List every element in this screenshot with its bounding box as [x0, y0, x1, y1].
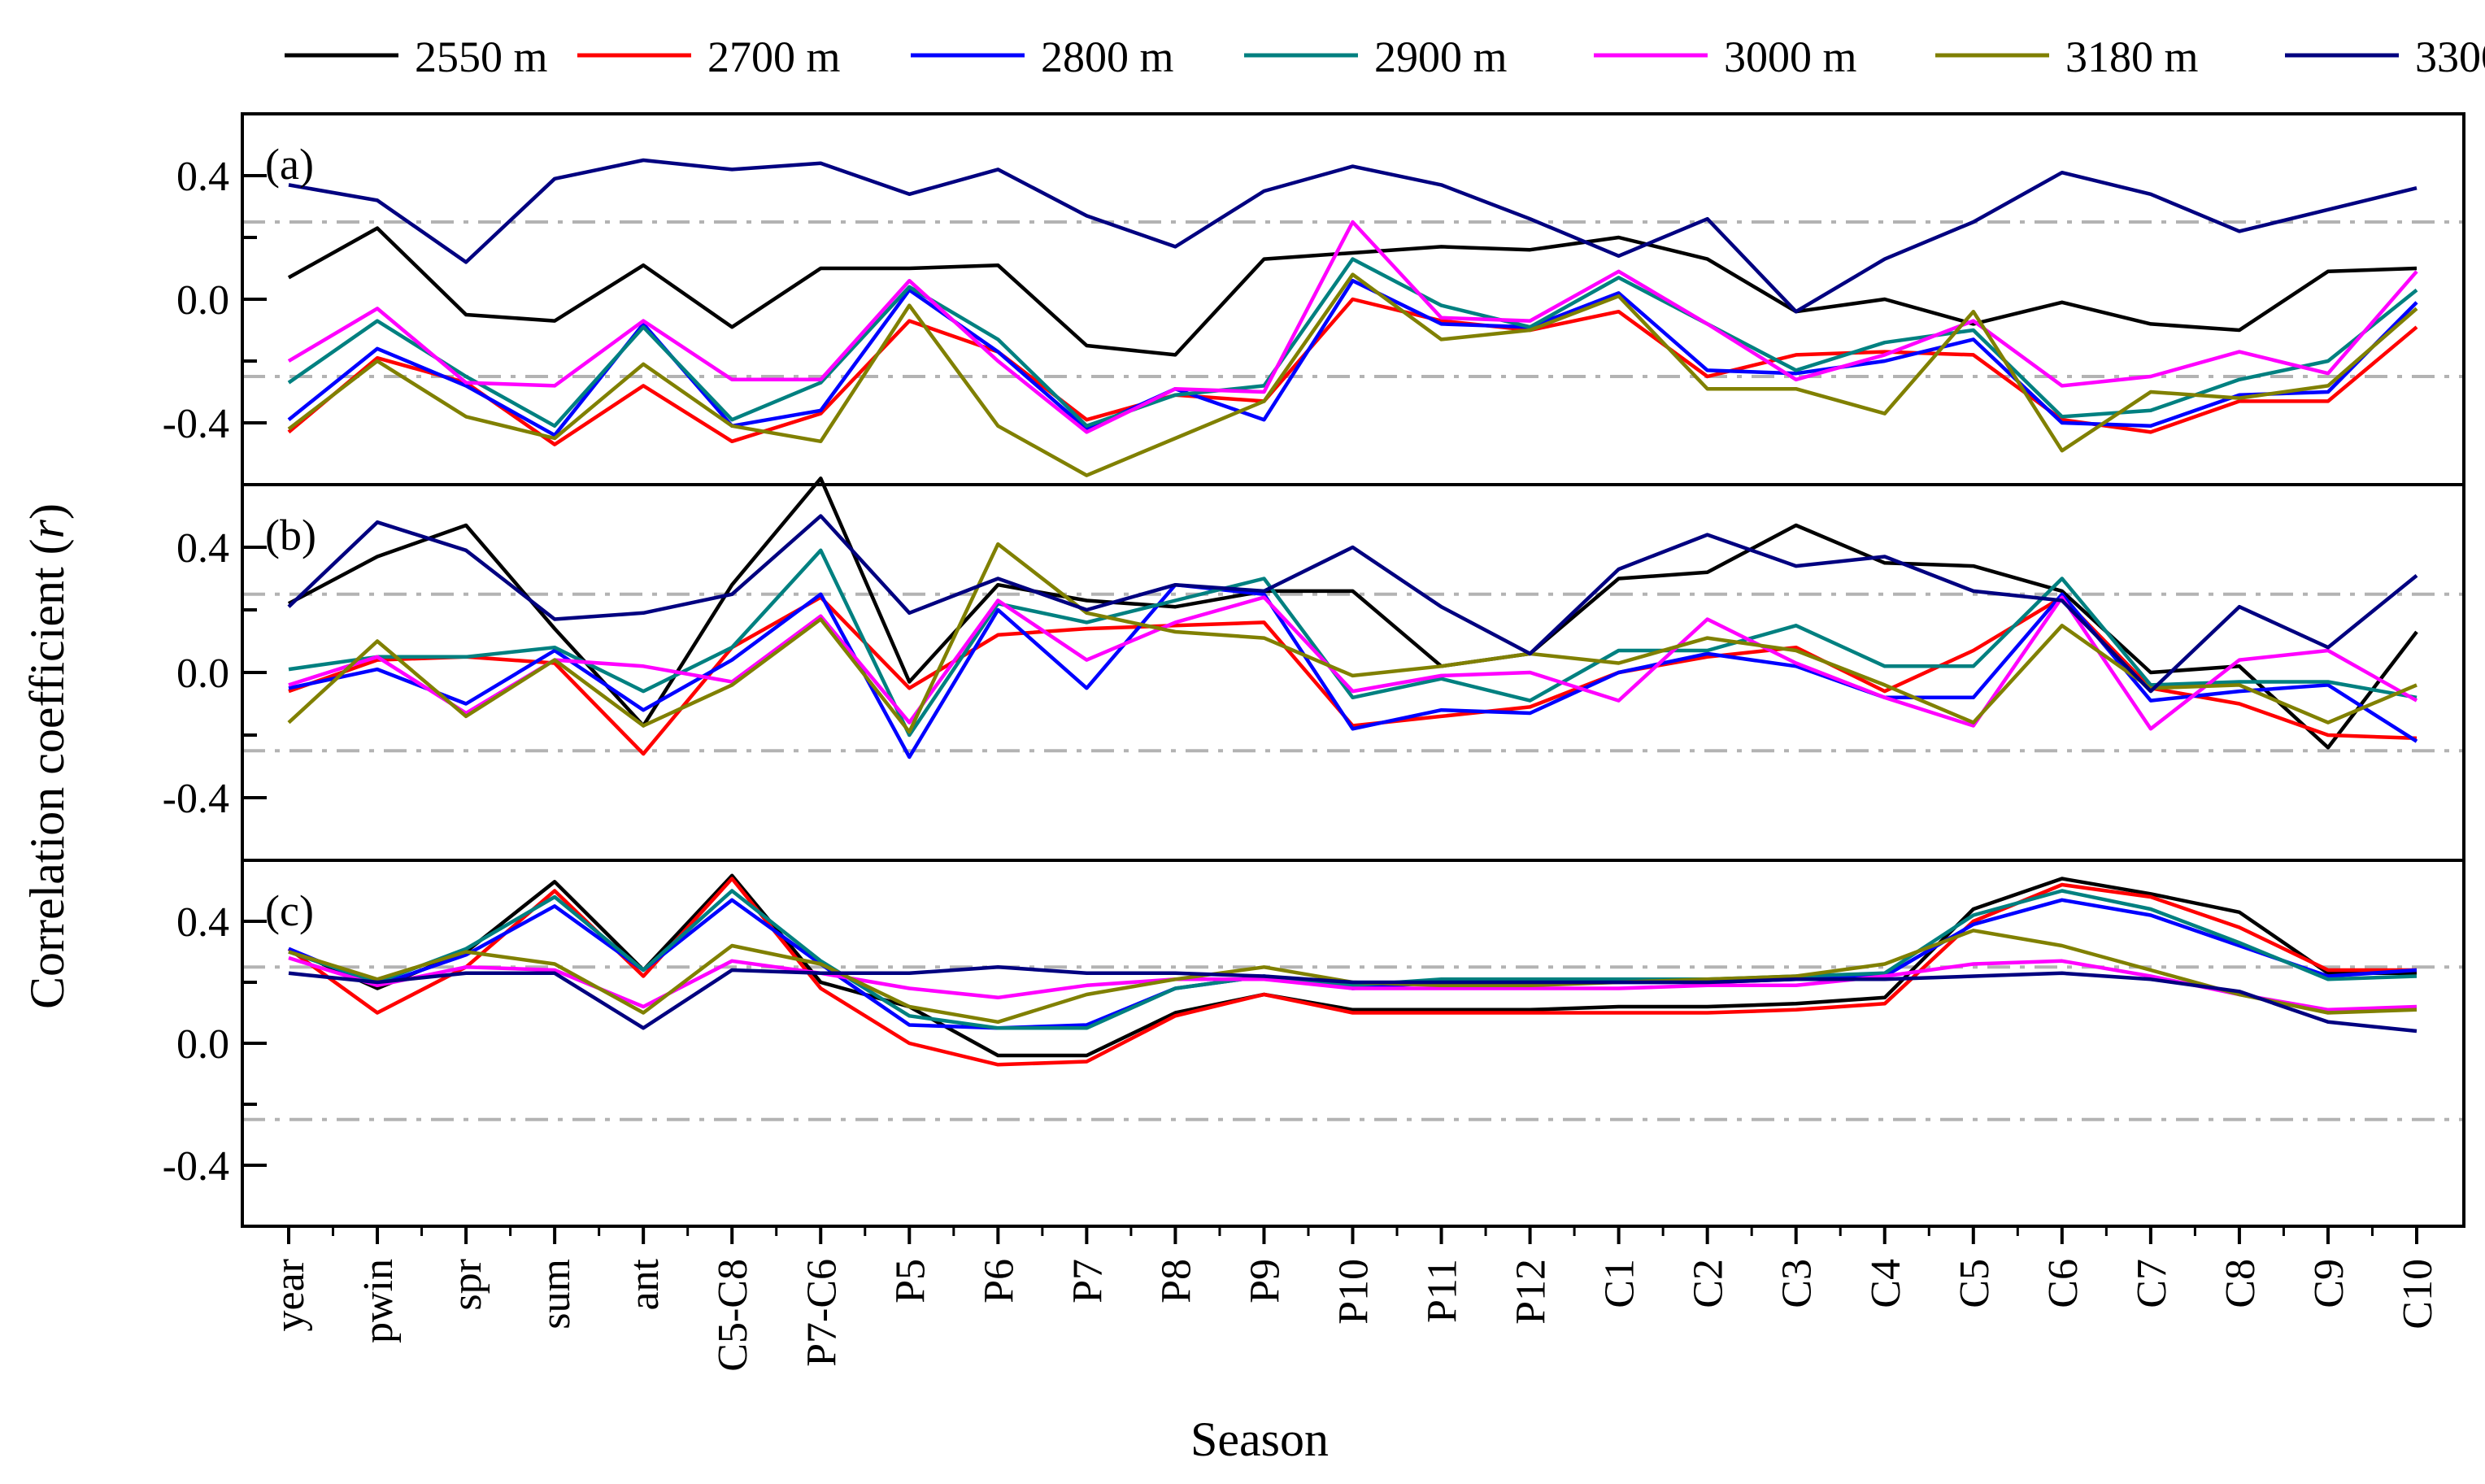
legend: 2550 m 2700 m 2800 m 2900 m 3000 m 3180 m 3300…: [285, 33, 2485, 81]
series-line-3300m: [287, 514, 2418, 694]
x-tick-label: P6: [976, 1259, 1022, 1303]
legend-label: 2700 m: [707, 33, 841, 81]
series-line-2700m: [287, 877, 2417, 1067]
x-tick-label: C2: [1686, 1259, 1732, 1308]
x-tick-label: spr: [444, 1259, 490, 1311]
legend-item-3180m: 3180 m: [1935, 33, 2199, 81]
panel-a: -0.4 0.0 0.4 (a): [163, 112, 2465, 486]
series-line-3000m: [288, 595, 2418, 731]
series-line-3000m: [287, 220, 2418, 434]
x-tick-label: sum: [533, 1259, 579, 1330]
x-tick-label: C10: [2395, 1259, 2441, 1330]
y-axis-label: Correlation coefficient (r): [20, 503, 74, 1009]
x-tick-label: C6: [2040, 1259, 2087, 1308]
y-tick-label: 0.0: [176, 277, 229, 324]
legend-label: 3180 m: [2065, 33, 2199, 81]
y-tick-label: -0.4: [163, 1143, 229, 1190]
y-tick-label: 0.0: [176, 651, 229, 697]
legend-item-2900m: 2900 m: [1244, 33, 1508, 81]
series-line-3180m: [287, 272, 2418, 477]
legend-label: 2900 m: [1374, 33, 1508, 81]
x-axis: year pwin spr sum ant C5-C8 P7-C6 P5 P6 P7 P8 P9 P10…: [267, 1226, 2441, 1372]
x-tick-label: C7: [2129, 1259, 2175, 1308]
x-tick-label: P7: [1064, 1259, 1111, 1303]
y-axis-label-variable: r: [20, 519, 74, 538]
x-tick-label: C1: [1597, 1259, 1643, 1308]
x-tick-label: P11: [1420, 1259, 1466, 1323]
x-tick-label: P8: [1153, 1259, 1199, 1303]
panel-label: (b): [265, 511, 316, 559]
series-line-3300m: [288, 965, 2418, 1034]
series-line-2700m: [287, 297, 2418, 446]
series-line-3300m: [288, 158, 2418, 314]
y-axis-label-close: ): [20, 503, 74, 520]
x-tick-label: C5: [1952, 1259, 1998, 1308]
legend-item-2550m: 2550 m: [285, 33, 548, 81]
panel-c: -0.4 0.0 0.4 (c): [163, 859, 2465, 1228]
x-tick-label: P10: [1331, 1259, 1377, 1325]
panel-label: (c): [265, 886, 314, 935]
legend-item-2700m: 2700 m: [577, 33, 841, 81]
legend-label: 2550 m: [415, 33, 548, 81]
legend-item-3000m: 3000 m: [1594, 33, 1857, 81]
series-line-3180m: [287, 542, 2418, 734]
x-tick-label: C9: [2306, 1259, 2352, 1308]
x-tick-label: C3: [1774, 1259, 1821, 1308]
x-tick-label: P9: [1242, 1259, 1288, 1303]
series-line-2900m: [288, 889, 2418, 1030]
x-tick-label: ant: [621, 1258, 668, 1310]
x-tick-label: P5: [887, 1259, 934, 1303]
y-tick-label: 0.4: [176, 525, 229, 572]
y-axis-label-main: Correlation coefficient (: [20, 538, 74, 1009]
y-tick-label: 0.0: [176, 1021, 229, 1068]
y-tick-label: -0.4: [163, 776, 229, 822]
series-line-2900m: [287, 257, 2418, 429]
series-line-2900m: [288, 548, 2418, 738]
y-tick-label: 0.4: [176, 154, 229, 200]
x-tick-label: C8: [2217, 1259, 2264, 1308]
x-tick-label: year: [267, 1259, 313, 1331]
series-line-2550m: [287, 477, 2418, 750]
x-tick-label: pwin: [355, 1259, 402, 1343]
legend-label: 3000 m: [1724, 33, 1857, 81]
legend-label: 2800 m: [1041, 33, 1174, 81]
series-line-3000m: [288, 955, 2418, 1012]
legend-item-3300m: 3300 m: [2285, 33, 2485, 81]
panel-label: (a): [265, 140, 314, 189]
x-axis-label: Season: [1190, 1412, 1329, 1466]
x-tick-label: P7-C6: [799, 1259, 845, 1367]
series-line-2800m: [288, 582, 2418, 759]
y-tick-label: 0.4: [176, 899, 229, 946]
panels: -0.4 0.0 0.4 (a) -0.4 0.0 0.4 (b) -0.4 0.0 0.4 (c): [163, 112, 2465, 1228]
x-tick-label: C5-C8: [710, 1259, 756, 1372]
panel-b: -0.4 0.0 0.4 (b): [163, 477, 2465, 862]
legend-item-2800m: 2800 m: [911, 33, 1174, 81]
x-tick-label: P12: [1508, 1259, 1555, 1325]
x-tick-label: C4: [1863, 1259, 1909, 1308]
legend-label: 3300 m: [2415, 33, 2485, 81]
series-line-2550m: [287, 226, 2418, 357]
y-tick-label: -0.4: [163, 401, 229, 447]
series-line-2800m: [287, 278, 2418, 437]
